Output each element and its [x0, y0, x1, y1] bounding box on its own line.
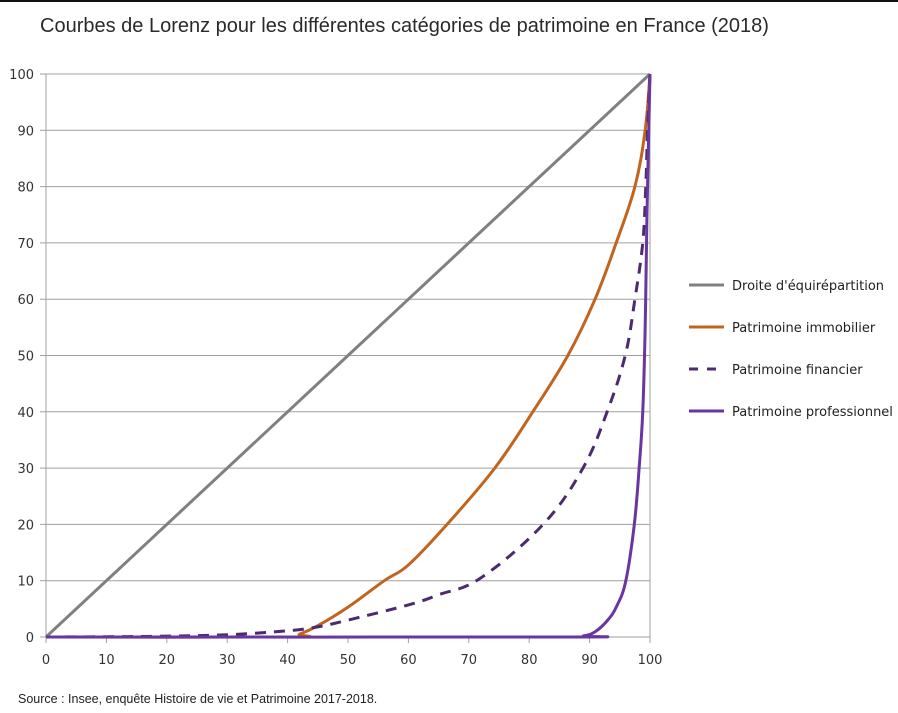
top-border — [0, 0, 898, 2]
y-tick-label: 70 — [17, 237, 34, 252]
x-tick-label: 10 — [98, 653, 115, 668]
x-tick-label: 40 — [279, 653, 296, 668]
x-tick-label: 80 — [521, 653, 538, 668]
y-tick-label: 60 — [17, 293, 34, 308]
series-line-patrimoine-immobilier — [45, 73, 652, 639]
y-tick-label: 80 — [17, 181, 34, 196]
series-line-droite-d-equirepartition — [44, 72, 652, 639]
series-line-patrimoine-financier — [45, 73, 652, 639]
x-tick-label: 30 — [219, 653, 236, 668]
source-note: Source : Insee, enquête Histoire de vie … — [18, 692, 378, 706]
series-lines — [44, 72, 652, 639]
x-tick-label: 0 — [42, 653, 50, 668]
gridlines — [46, 73, 650, 582]
y-tick-label: 30 — [17, 462, 34, 477]
y-axis-ticks: 0 10 20 30 40 50 60 70 80 90 100 — [9, 68, 46, 646]
y-tick-label: 10 — [17, 575, 34, 590]
x-tick-label: 70 — [461, 653, 478, 668]
y-tick-label: 100 — [9, 68, 34, 83]
chart-title: Courbes de Lorenz pour les différentes c… — [40, 15, 769, 37]
y-tick-label: 90 — [17, 124, 34, 139]
legend-label-droite-d-equirepartition: Droite d'équirépartition — [732, 279, 884, 294]
y-tick-label: 50 — [17, 350, 34, 365]
y-tick-label: 20 — [17, 518, 34, 533]
y-tick-label: 40 — [17, 406, 34, 421]
x-tick-label: 90 — [581, 653, 598, 668]
x-tick-label: 50 — [340, 653, 357, 668]
x-axis-ticks: 0 10 20 30 40 50 60 70 80 90 100 — [42, 637, 663, 668]
legend-label-patrimoine-immobilier: Patrimoine immobilier — [732, 321, 876, 336]
x-tick-label: 100 — [638, 653, 663, 668]
legend: Droite d'équirépartition Patrimoine immob… — [689, 279, 893, 420]
y-tick-label: 0 — [26, 631, 34, 646]
x-tick-label: 60 — [400, 653, 417, 668]
series-line-patrimoine-professionnel — [45, 73, 652, 639]
legend-label-patrimoine-financier: Patrimoine financier — [732, 363, 863, 378]
x-tick-label: 20 — [159, 653, 176, 668]
legend-label-patrimoine-professionnel: Patrimoine professionnel — [732, 405, 893, 420]
